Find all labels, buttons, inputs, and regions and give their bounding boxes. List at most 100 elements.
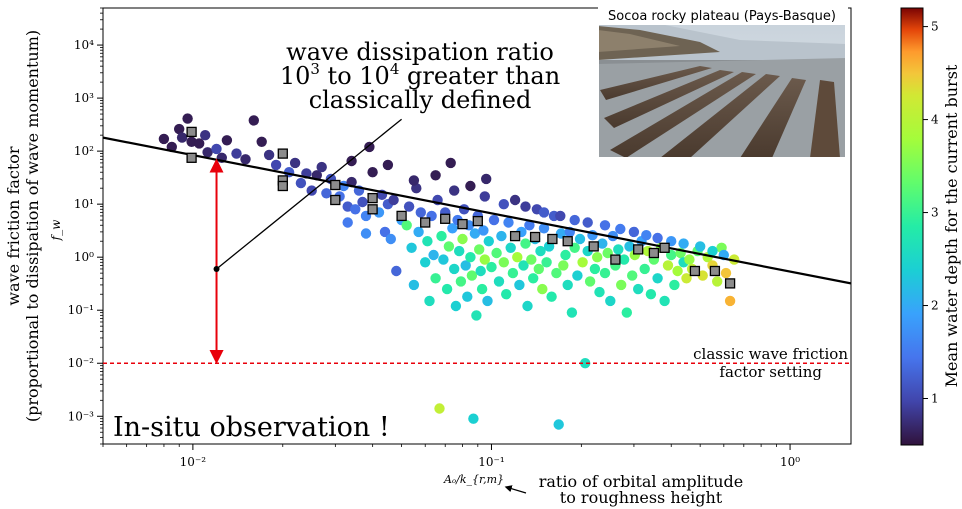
scatter-point	[555, 210, 566, 222]
scatter-point	[681, 273, 692, 284]
binned-mean-marker	[396, 210, 407, 222]
ylabel-outer-1: wave friction factor	[4, 146, 23, 306]
scatter-point	[316, 161, 327, 173]
scatter-point	[295, 177, 307, 189]
scatter-point	[633, 283, 644, 295]
scatter-point	[520, 201, 531, 212]
colorbar-ticks: 1 2 3 4 5	[923, 20, 939, 406]
scatter-point	[498, 199, 509, 210]
scatter-point	[488, 214, 500, 226]
scatter-point	[551, 267, 562, 279]
scatter-point	[306, 185, 317, 196]
scatter-point	[342, 217, 353, 228]
binned-mean-marker	[440, 213, 451, 224]
binned-mean-marker	[648, 247, 660, 259]
scatter-point	[460, 260, 471, 271]
scatter-point	[538, 207, 550, 218]
ratio-base-2: to 10	[320, 62, 390, 90]
scatter-point	[438, 254, 449, 265]
scatter-point	[605, 295, 616, 307]
binned-mean-marker	[457, 218, 468, 230]
binned-means	[186, 126, 736, 289]
scatter-point	[613, 244, 624, 255]
scatter-point	[558, 260, 569, 271]
scatter-point	[176, 132, 188, 143]
binned-mean-marker	[330, 194, 341, 206]
scatter-point	[560, 249, 571, 261]
scatter-point	[475, 265, 486, 277]
binned-mean-marker	[330, 179, 341, 191]
scatter-point	[518, 260, 529, 271]
scatter-point	[720, 267, 732, 279]
xlabel-right-2: to roughness height	[560, 488, 723, 507]
binned-mean-marker	[689, 265, 701, 277]
scatter-point	[522, 300, 533, 312]
binned-mean-marker	[367, 192, 378, 204]
scatter-point	[641, 230, 652, 241]
scatter-point	[469, 228, 481, 239]
site-photo	[597, 23, 847, 159]
scatter-point	[482, 295, 493, 307]
scatter-point	[445, 157, 456, 169]
ratio-base-1: 10	[280, 62, 311, 90]
colorbar-label: Mean water depth for the current burst	[942, 64, 961, 387]
scatter-point	[678, 238, 689, 249]
scatter-point	[422, 236, 433, 247]
binned-mean-marker	[472, 215, 483, 227]
dissipation-annotation-line3: classically defined	[309, 86, 532, 114]
scatter-point	[443, 241, 455, 252]
scatter-point	[479, 191, 490, 202]
scatter-point	[240, 154, 251, 165]
photo-title: Socoa rocky plateau (Pays-Basque)	[608, 9, 836, 24]
colorbar-tick-label: 3	[931, 206, 939, 220]
scatter-point	[627, 270, 638, 281]
scatter-point	[447, 223, 458, 234]
scatter-point	[507, 267, 519, 279]
scatter-point	[697, 270, 708, 281]
scatter-point	[388, 194, 399, 206]
scatter-point	[454, 245, 465, 257]
scatter-point	[481, 173, 492, 185]
scatter-point	[669, 279, 680, 291]
binned-mean-marker	[367, 204, 378, 215]
scatter-points	[158, 113, 740, 430]
colorbar	[900, 7, 924, 446]
scatter-point	[684, 254, 695, 265]
scatter-point	[503, 217, 514, 228]
scatter-point	[526, 254, 537, 265]
scatter-point	[430, 273, 441, 284]
scatter-point	[413, 226, 424, 238]
classic-label-line1: classic wave friction	[693, 345, 848, 363]
binned-mean-marker	[724, 278, 736, 289]
scatter-point	[645, 289, 657, 300]
binned-mean-marker	[588, 241, 599, 252]
binned-mean-marker	[633, 244, 644, 255]
scatter-point	[428, 249, 439, 261]
scatter-point	[672, 265, 683, 277]
scatter-point	[462, 291, 473, 302]
y-axis-ticks: 10⁻³ 10⁻² 10⁻¹ 10⁰ 10¹ 10² 10³ 10⁴	[68, 7, 103, 445]
scatter-point	[408, 279, 420, 291]
scatter-point	[424, 295, 435, 307]
scatter-point	[346, 155, 357, 167]
scatter-point	[528, 273, 539, 284]
scatter-point	[406, 242, 417, 253]
fit-line-group	[103, 136, 851, 285]
fit-line	[103, 136, 851, 285]
scatter-point	[695, 241, 706, 252]
scatter-point	[360, 228, 372, 239]
scatter-point	[580, 358, 591, 369]
scatter-point	[618, 254, 630, 265]
scatter-point	[662, 260, 674, 271]
scatter-point	[182, 113, 193, 124]
binned-mean-marker	[420, 217, 431, 228]
scatter-point	[321, 188, 332, 199]
scatter-point	[615, 223, 626, 235]
scatter-point	[401, 220, 412, 231]
scatter-point	[538, 223, 550, 234]
colorbar-tick-label: 2	[931, 299, 939, 313]
scatter-point	[174, 123, 185, 135]
scatter-point	[270, 159, 282, 171]
scatter-point	[621, 307, 632, 318]
scatter-point	[202, 147, 213, 158]
